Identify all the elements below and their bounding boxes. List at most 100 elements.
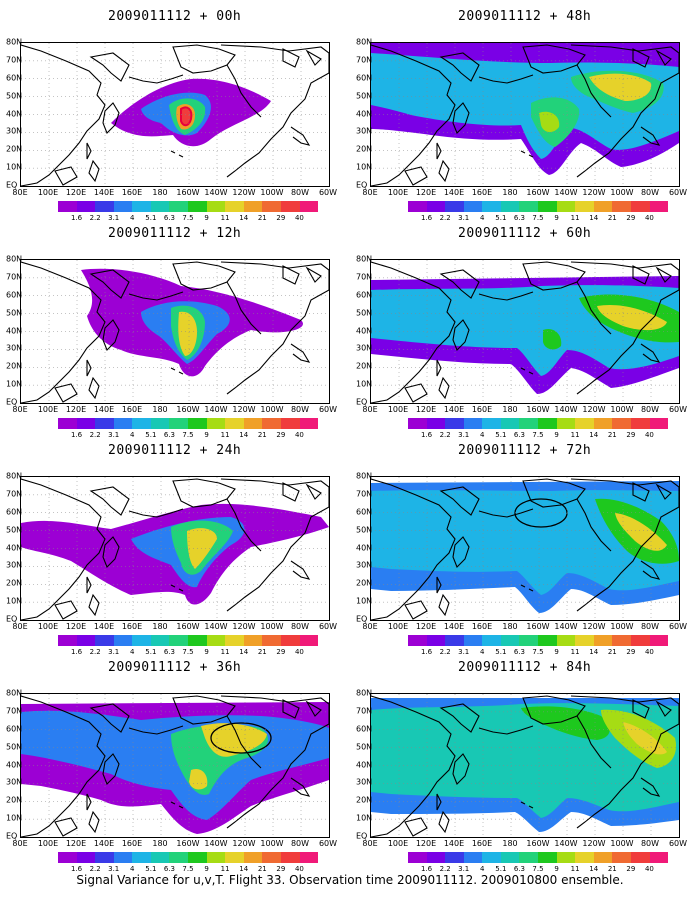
colorbar-label: 1.6 <box>420 865 433 873</box>
lon-label: 80E <box>12 405 28 414</box>
colorbar-label: 11 <box>220 431 230 439</box>
lat-label: 30N <box>356 560 373 570</box>
coastline <box>54 600 78 620</box>
lon-label: 100W <box>260 839 284 848</box>
lat-label: 60N <box>6 724 23 734</box>
lon-label: 80W <box>640 188 660 197</box>
lon-label: 160E <box>471 839 493 848</box>
lat-label: 80N <box>356 471 373 481</box>
colorbar-swatch <box>649 635 669 646</box>
colorbar-label: 2.2 <box>439 865 451 873</box>
coastline <box>226 64 262 118</box>
colorbar-swatch <box>593 852 613 863</box>
lon-label: 180 <box>502 622 518 631</box>
colorbar-label: 7.5 <box>532 214 544 222</box>
colorbar-label: 5.1 <box>495 865 507 873</box>
lat-label: 70N <box>356 706 373 716</box>
colorbar-label: 29 <box>626 865 636 873</box>
colorbar-swatch <box>500 852 520 863</box>
lon-label: 140W <box>204 839 228 848</box>
colorbar-label: 3.1 <box>108 648 120 656</box>
coastline <box>404 166 428 186</box>
lon-label: 120E <box>415 839 437 848</box>
variance-map <box>20 42 330 187</box>
colorbar-label: 2.2 <box>439 214 451 222</box>
coastline <box>404 600 428 620</box>
colorbar-swatch <box>150 418 170 429</box>
coastline <box>172 478 236 508</box>
colorbar-swatch <box>630 635 650 646</box>
colorbar-swatch <box>95 201 114 212</box>
coastline <box>520 367 534 375</box>
lon-label: 180 <box>152 622 168 631</box>
colorbar-label: 40 <box>644 648 654 656</box>
coastline <box>54 383 78 403</box>
variance-map <box>370 476 680 621</box>
lat-label: 80N <box>356 37 373 47</box>
lon-label: 80E <box>362 405 378 414</box>
lat-label: 60N <box>356 290 373 300</box>
lat-label: 40N <box>356 326 373 335</box>
lon-label: 120E <box>415 622 437 631</box>
lon-label: 140E <box>93 839 115 848</box>
lon-label: 160W <box>526 188 550 197</box>
lon-label: 120W <box>582 839 606 848</box>
colorbar-swatch <box>188 635 207 646</box>
variance-contour <box>178 311 197 356</box>
lon-label: 60W <box>318 188 338 197</box>
coastline <box>282 482 322 502</box>
coastline <box>439 52 480 82</box>
colorbar-swatch <box>408 201 427 212</box>
lat-label: 60N <box>356 73 373 83</box>
colorbar-swatch <box>482 418 501 429</box>
colorbar-swatch <box>58 418 77 429</box>
lon-label: 180 <box>152 188 168 197</box>
colorbar-label: 29 <box>626 431 636 439</box>
coastline <box>89 52 130 82</box>
lon-label: 100E <box>37 188 59 197</box>
colorbar-label: 6.3 <box>513 431 525 439</box>
coastline <box>128 291 184 301</box>
coastline <box>478 508 534 518</box>
coastline <box>290 560 311 580</box>
lat-label: 40N <box>6 326 23 335</box>
lat-label: 10N <box>356 162 373 172</box>
colorbar-swatch <box>243 201 263 212</box>
colorbar-swatch <box>76 418 96 429</box>
lon-label: 100E <box>387 622 409 631</box>
coastline <box>226 498 262 552</box>
lon-label: 160W <box>176 839 200 848</box>
colorbar-label: 21 <box>607 431 617 439</box>
variance-contour <box>539 111 560 133</box>
lon-label: 140E <box>443 839 465 848</box>
lon-label: 140E <box>443 622 465 631</box>
colorbar-label: 1.6 <box>420 648 433 656</box>
coastline <box>452 536 470 568</box>
colorbar-swatch <box>519 201 539 212</box>
lat-label: 60N <box>6 507 23 517</box>
colorbar-label: 14 <box>589 214 599 222</box>
colorbar-label: 14 <box>239 648 249 656</box>
colorbar-label: 5.1 <box>145 648 157 656</box>
colorbar-label: 4 <box>130 431 135 439</box>
colorbar-swatch <box>262 635 281 646</box>
coastline <box>452 753 470 785</box>
colorbar-label: 6.3 <box>513 214 525 222</box>
colorbar-swatch <box>280 418 300 429</box>
lon-label: 160E <box>471 405 493 414</box>
lat-label: EQ <box>356 614 368 624</box>
coastline <box>172 44 236 74</box>
colorbar-swatch <box>408 418 427 429</box>
coastline <box>170 367 184 375</box>
colorbar-swatch <box>225 852 244 863</box>
coastline <box>576 715 612 769</box>
colorbar-label: 14 <box>239 431 249 439</box>
coastline <box>478 74 534 84</box>
coastline <box>436 793 450 834</box>
lat-label: 20N <box>6 144 23 154</box>
lon-label: 160W <box>526 839 550 848</box>
colorbar-label: 5.1 <box>145 865 157 873</box>
lon-label: 160E <box>121 405 143 414</box>
colorbar-label: 2.2 <box>89 648 101 656</box>
lon-label: 160W <box>176 622 200 631</box>
